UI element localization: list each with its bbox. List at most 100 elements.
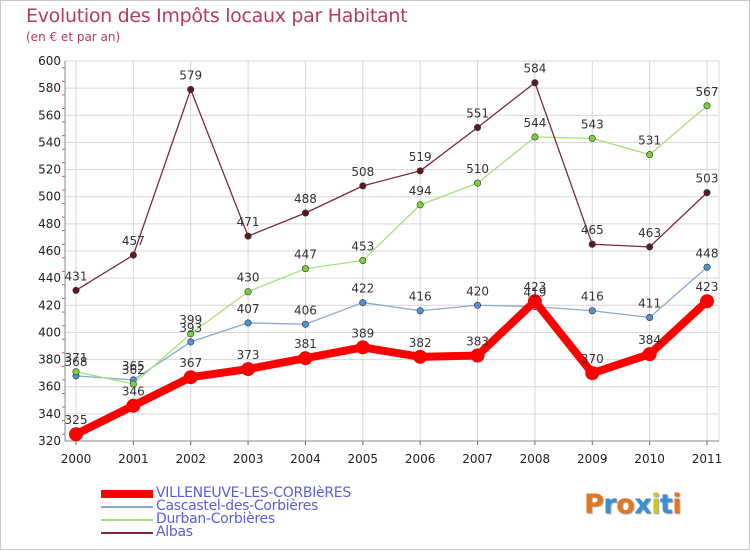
data-point (588, 240, 596, 248)
data-label: 406 (294, 303, 317, 317)
legend-label: VILLENEUVE-LES-CORBIèRES (156, 485, 351, 501)
series-line (75, 266, 708, 381)
y-tick-label: 580 (38, 81, 61, 95)
data-point (588, 307, 596, 315)
y-tick-label: 440 (38, 271, 61, 285)
data-point (129, 380, 137, 388)
data-point (416, 201, 424, 209)
data-label: 416 (581, 290, 604, 304)
x-tick-label: 2006 (405, 452, 436, 466)
data-point (359, 299, 367, 307)
y-tick-label: 380 (38, 353, 61, 367)
logo-letter: o (616, 489, 635, 520)
data-point (646, 313, 654, 321)
data-point (187, 330, 195, 338)
data-label: 420 (466, 284, 489, 298)
legend-item-cascastel[interactable]: Cascastel-des-Corbières (101, 498, 401, 514)
data-point (241, 362, 256, 377)
data-point (298, 351, 313, 366)
data-point (646, 151, 654, 159)
data-label: 393 (179, 321, 202, 335)
logo-letter: r (603, 489, 617, 520)
series-line (72, 297, 711, 439)
data-label: 371 (65, 351, 88, 365)
y-tick-label: 500 (38, 190, 61, 204)
x-tick-label: 2000 (61, 452, 92, 466)
data-point (470, 348, 485, 363)
data-point (244, 319, 252, 327)
data-label: 368 (65, 355, 88, 369)
y-tick-label: 400 (38, 325, 61, 339)
data-label: 419 (523, 286, 546, 300)
logo-letter: i (672, 489, 682, 520)
data-label: 519 (409, 150, 432, 164)
data-label: 463 (638, 226, 661, 240)
data-label: 544 (523, 116, 546, 130)
data-point (646, 243, 654, 251)
data-label: 399 (179, 313, 202, 327)
legend-label: Albas (156, 524, 193, 540)
data-point (359, 182, 367, 190)
y-tick-label: 520 (38, 163, 61, 177)
series-line (75, 82, 708, 292)
data-point (72, 286, 80, 294)
data-label: 389 (351, 326, 374, 340)
data-label: 567 (696, 85, 719, 99)
x-tick-label: 2003 (233, 452, 264, 466)
data-point (244, 288, 252, 296)
data-point (700, 294, 714, 309)
legend-label: Durban-Corbières (156, 511, 275, 527)
data-point (474, 179, 482, 187)
data-label: 373 (237, 348, 260, 362)
data-point (72, 368, 80, 376)
data-point (588, 134, 596, 142)
data-label: 531 (638, 134, 661, 148)
legend: VILLENEUVE-LES-CORBIèRES Cascastel-des-C… (101, 485, 401, 540)
data-label: 431 (65, 269, 88, 283)
x-tick-label: 2011 (692, 452, 723, 466)
data-label: 381 (294, 337, 317, 351)
data-point (413, 349, 428, 364)
data-point (416, 307, 424, 315)
legend-item-durban[interactable]: Durban-Corbières (101, 511, 401, 527)
logo-letter: t (659, 489, 673, 520)
data-label: 448 (696, 246, 719, 260)
data-label: 465 (581, 223, 604, 237)
data-label: 367 (179, 356, 202, 370)
legend-swatch (101, 519, 153, 521)
x-tick-label: 2002 (175, 452, 206, 466)
data-label: 551 (466, 107, 489, 121)
data-label: 457 (122, 234, 145, 248)
y-tick-label: 320 (38, 434, 61, 448)
legend-swatch (101, 532, 153, 534)
x-tick-label: 2004 (290, 452, 321, 466)
logo-letter: x (634, 489, 652, 520)
data-label: 494 (409, 184, 432, 198)
legend-item-villeneuve[interactable]: VILLENEUVE-LES-CORBIèRES (101, 485, 401, 501)
data-label: 370 (581, 352, 604, 366)
data-point (416, 167, 424, 175)
logo-letter: P (584, 489, 604, 520)
data-label: 325 (65, 413, 88, 427)
legend-item-albas[interactable]: Albas (101, 524, 401, 540)
y-tick-label: 420 (38, 298, 61, 312)
chart-title: Evolution des Impôts locaux par Habitant (26, 5, 408, 27)
data-point (642, 347, 657, 362)
data-label: 503 (696, 172, 719, 186)
y-tick-label: 600 (38, 54, 61, 68)
x-tick-label: 2001 (118, 452, 149, 466)
y-tick-label: 340 (38, 407, 61, 421)
series-durban-corbi-res (72, 102, 711, 388)
x-tick-label: 2005 (348, 452, 379, 466)
data-label: 488 (294, 192, 317, 206)
data-point (703, 189, 711, 197)
data-label: 579 (179, 69, 202, 83)
data-label: 422 (351, 282, 374, 296)
data-label: 447 (294, 248, 317, 262)
data-point (703, 263, 711, 271)
legend-swatch (101, 506, 153, 508)
data-point (126, 398, 141, 413)
data-point (187, 86, 195, 94)
